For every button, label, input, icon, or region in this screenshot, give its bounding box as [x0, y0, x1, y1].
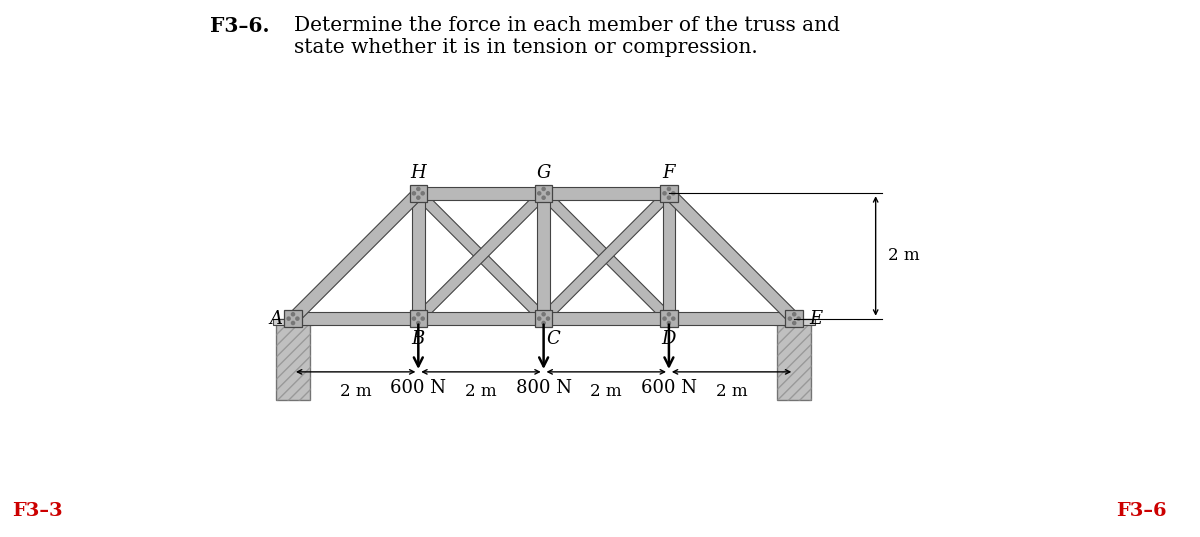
- Circle shape: [292, 322, 294, 324]
- Circle shape: [421, 192, 425, 195]
- Circle shape: [667, 322, 671, 324]
- Polygon shape: [419, 313, 544, 325]
- Bar: [535, 185, 552, 202]
- Polygon shape: [544, 187, 668, 200]
- Circle shape: [287, 317, 290, 320]
- Circle shape: [667, 187, 671, 191]
- Circle shape: [416, 322, 420, 324]
- Bar: [272, 318, 313, 325]
- Bar: [774, 318, 815, 325]
- Circle shape: [788, 317, 791, 320]
- Text: 2 m: 2 m: [340, 383, 372, 400]
- Polygon shape: [668, 313, 794, 325]
- Polygon shape: [665, 189, 799, 323]
- Text: F3–3: F3–3: [12, 502, 62, 519]
- Bar: [284, 310, 301, 328]
- Text: B: B: [412, 330, 425, 347]
- Polygon shape: [540, 190, 673, 322]
- Bar: [276, 318, 311, 400]
- Polygon shape: [419, 187, 544, 200]
- Text: 2 m: 2 m: [590, 383, 622, 400]
- Polygon shape: [414, 190, 547, 322]
- Circle shape: [793, 322, 796, 324]
- Circle shape: [662, 317, 666, 320]
- Text: F: F: [662, 164, 676, 182]
- Circle shape: [797, 317, 800, 320]
- Circle shape: [538, 317, 541, 320]
- Text: A: A: [269, 310, 282, 328]
- Text: C: C: [546, 330, 560, 347]
- Polygon shape: [538, 193, 550, 318]
- Circle shape: [542, 322, 545, 324]
- Polygon shape: [540, 190, 673, 322]
- Text: G: G: [536, 164, 551, 182]
- Bar: [660, 185, 678, 202]
- Circle shape: [416, 187, 420, 191]
- Circle shape: [538, 192, 541, 195]
- Polygon shape: [662, 193, 676, 318]
- Polygon shape: [414, 190, 547, 322]
- Bar: [786, 310, 803, 328]
- Text: D: D: [661, 330, 676, 347]
- Circle shape: [542, 313, 545, 316]
- Circle shape: [421, 317, 425, 320]
- Circle shape: [546, 317, 550, 320]
- Polygon shape: [412, 193, 425, 318]
- Circle shape: [542, 187, 545, 191]
- Circle shape: [672, 317, 674, 320]
- Circle shape: [413, 317, 415, 320]
- Bar: [660, 310, 678, 328]
- Circle shape: [667, 313, 671, 316]
- Text: F3–6.: F3–6.: [210, 16, 270, 36]
- Bar: [409, 310, 427, 328]
- Circle shape: [292, 313, 294, 316]
- Circle shape: [296, 317, 299, 320]
- Circle shape: [413, 192, 415, 195]
- Text: Determine the force in each member of the truss and
state whether it is in tensi: Determine the force in each member of th…: [294, 16, 840, 57]
- Text: F3–6: F3–6: [1116, 502, 1166, 519]
- Text: 600 N: 600 N: [641, 380, 697, 397]
- Circle shape: [416, 313, 420, 316]
- Circle shape: [793, 313, 796, 316]
- Bar: [276, 318, 311, 400]
- Circle shape: [546, 192, 550, 195]
- Bar: [409, 185, 427, 202]
- Circle shape: [416, 196, 420, 199]
- Polygon shape: [544, 313, 668, 325]
- Text: 2 m: 2 m: [715, 383, 748, 400]
- Polygon shape: [293, 313, 419, 325]
- Polygon shape: [288, 189, 422, 323]
- Text: 800 N: 800 N: [516, 380, 571, 397]
- Text: E: E: [810, 310, 823, 328]
- Text: 2 m: 2 m: [466, 383, 497, 400]
- Bar: [535, 310, 552, 328]
- Circle shape: [542, 196, 545, 199]
- Bar: [776, 318, 811, 400]
- Text: 2 m: 2 m: [888, 248, 920, 264]
- Bar: [776, 318, 811, 400]
- Circle shape: [662, 192, 666, 195]
- Circle shape: [672, 192, 674, 195]
- Text: H: H: [410, 164, 426, 182]
- Text: 600 N: 600 N: [390, 380, 446, 397]
- Circle shape: [667, 196, 671, 199]
